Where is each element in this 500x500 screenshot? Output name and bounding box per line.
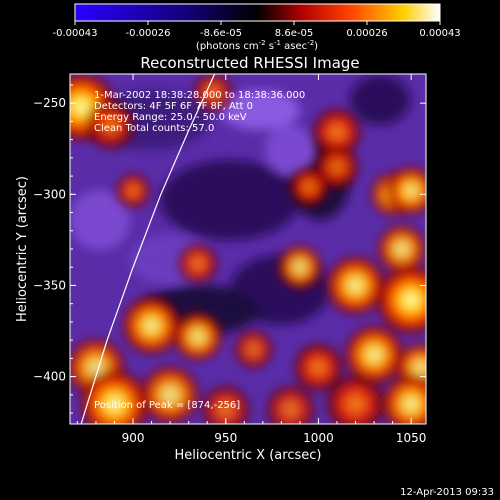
intensity-spot	[171, 310, 224, 363]
annotation-energy-range: Energy Range: 25.0 - 50.0 keV	[94, 112, 247, 123]
intensity-spot	[177, 242, 219, 285]
intensity-spot	[374, 263, 426, 337]
y-axis-label: Heliocentric Y (arcsec)	[15, 176, 30, 322]
intensity-spot	[342, 323, 406, 386]
annotation-time-range: 1-Mar-2002 18:38:28.000 to 18:38:36.000	[94, 90, 305, 101]
colorbar-ticks: -0.00043 -0.00026 -8.6e-05 8.6e-05 0.00026 0.…	[53, 21, 461, 39]
colorbar-tick-label: 8.6e-05	[275, 28, 313, 39]
colorbar-units-label: (photons cm-2 s-1 asec-2)	[196, 39, 318, 52]
colorbar-gradient	[74, 3, 441, 22]
intensity-spot	[192, 74, 234, 113]
intensity-spot	[276, 243, 324, 291]
x-axis: 900 950 1000 1050	[76, 74, 427, 445]
intensity-spot	[375, 223, 426, 275]
x-tick-label: 950	[214, 431, 237, 445]
chart-title: Reconstructed RHESSI Image	[140, 54, 359, 72]
y-tick-label: −250	[33, 96, 66, 110]
colorbar-tick-label: -0.00026	[126, 28, 171, 39]
intensity-spot	[264, 383, 317, 424]
x-tick-label: 900	[122, 431, 145, 445]
solar-limb-curve	[80, 74, 216, 424]
intensity-spot	[324, 372, 387, 424]
y-tick-label: −400	[33, 370, 66, 384]
intensity-spot	[380, 372, 426, 424]
intensity-spot	[84, 99, 137, 151]
image-plot	[70, 74, 426, 424]
y-axis: −250 −300 −350 −400	[33, 84, 426, 414]
colorbar: -0.00043 -0.00026 -8.6e-05 8.6e-05 0.00026 0.…	[53, 3, 461, 52]
colorbar-tick-label: 0.00043	[419, 28, 460, 39]
intensity-spot	[292, 341, 345, 394]
annotation-block: 1-Mar-2002 18:38:28.000 to 18:38:36.000 …	[94, 90, 305, 134]
intensity-spot	[311, 106, 363, 159]
colorbar-tick-label: 0.00026	[346, 28, 387, 39]
intensity-spot	[120, 294, 183, 357]
intensity-spot	[385, 164, 426, 217]
intensity-spot	[232, 328, 275, 371]
y-tick-label: −350	[33, 278, 66, 292]
annotation-clean-counts: Clean Total counts: 57.0	[94, 123, 214, 134]
footer-timestamp: 12-Apr-2013 09:33	[400, 487, 494, 498]
x-tick-label: 1050	[396, 431, 427, 445]
intensity-spot	[199, 383, 252, 424]
intensity-spot	[78, 367, 151, 424]
colorbar-tick-label: -0.00043	[53, 28, 98, 39]
intensity-spot	[114, 172, 152, 209]
intensity-spot	[324, 254, 387, 317]
peak-position-label: Position of Peak = [874,-256]	[94, 400, 240, 411]
intensity-spot	[138, 363, 202, 424]
x-tick-label: 1000	[303, 431, 334, 445]
x-axis-label: Heliocentric X (arcsec)	[175, 448, 322, 463]
colorbar-tick-label: -8.6e-05	[200, 28, 242, 39]
intensity-spot	[288, 166, 330, 208]
y-tick-label: −300	[33, 187, 66, 201]
intensity-spots	[70, 74, 426, 424]
annotation-detectors: Detectors: 4F 5F 6F 7F 8F, Att 0	[94, 101, 253, 112]
